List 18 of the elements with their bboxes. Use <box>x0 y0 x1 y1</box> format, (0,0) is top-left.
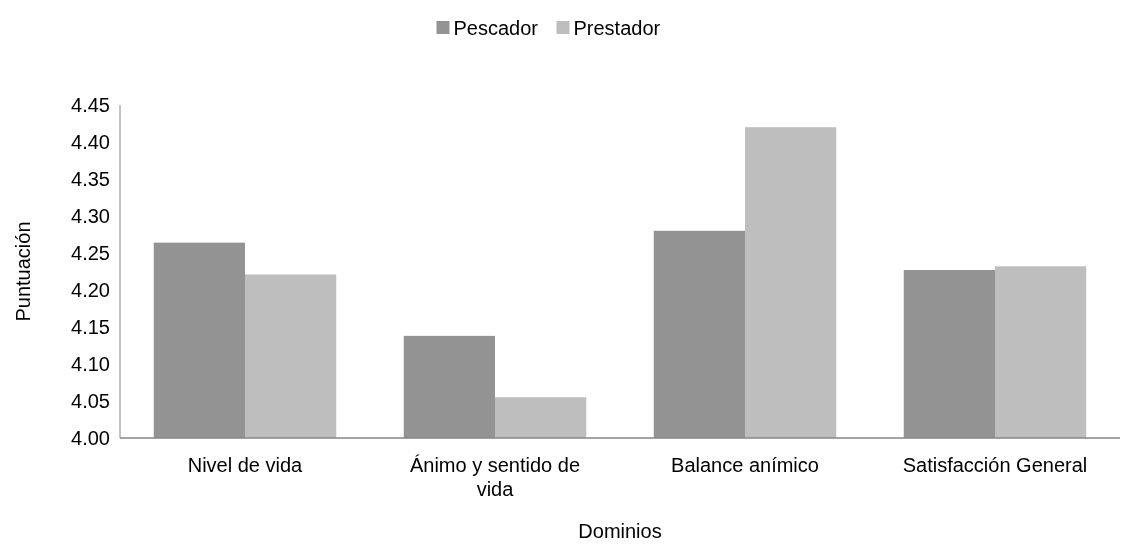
y-tick-label: 4.10 <box>71 353 110 375</box>
x-tick-label: Ánimo y sentido de vida <box>409 454 581 500</box>
y-axis-title: Puntuación <box>12 221 34 322</box>
x-axis-title: Dominios <box>578 520 662 542</box>
y-tick-label: 4.25 <box>71 242 110 264</box>
y-tick-label: 4.35 <box>71 168 110 190</box>
x-tick-label: Balance anímico <box>671 454 819 476</box>
x-tick-label: Satisfacción General <box>902 454 1088 476</box>
y-tick-label: 4.45 <box>71 94 110 116</box>
y-tick-label: 4.30 <box>71 205 110 227</box>
y-tick-label: 4.00 <box>71 427 110 449</box>
legend-label: Pescador <box>453 17 539 39</box>
y-tick-label: 4.05 <box>71 390 110 412</box>
y-tick-label: 4.40 <box>71 131 110 153</box>
y-tick-label: 4.20 <box>71 279 110 301</box>
x-tick-label: Nivel de vida <box>187 454 304 476</box>
y-tick-label: 4.15 <box>71 316 110 338</box>
legend-label: Prestador <box>573 17 661 39</box>
